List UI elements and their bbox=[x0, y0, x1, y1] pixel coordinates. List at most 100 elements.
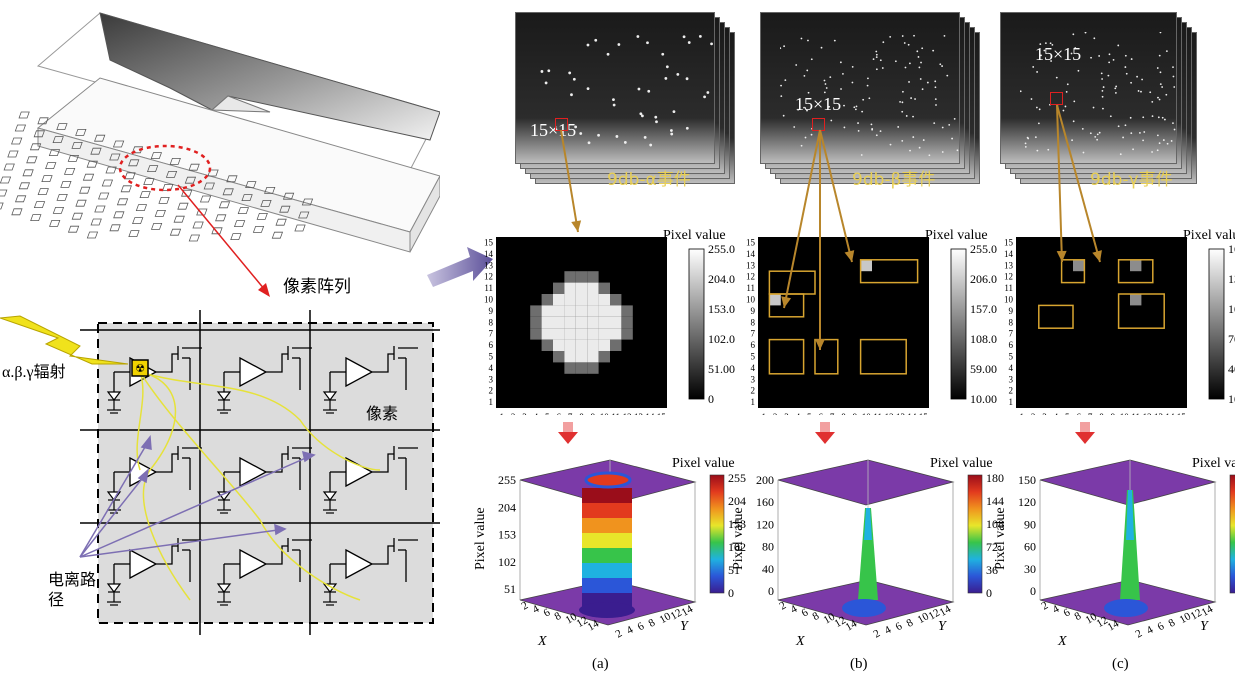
heatmap-y-tick: 5 bbox=[1009, 352, 1014, 362]
heatmap-x-tick: 3 bbox=[522, 412, 527, 415]
y-tick: 6 bbox=[894, 620, 905, 633]
y-tick: 6 bbox=[1156, 620, 1167, 633]
colorbar-tick: 255.0 bbox=[708, 242, 735, 256]
colorbar-tick: 10.00 bbox=[1228, 392, 1235, 406]
frame-stack: 15×15 9db-γ事件 bbox=[1000, 12, 1225, 192]
frame-dots bbox=[780, 34, 959, 157]
colorbar-tick: 108.0 bbox=[970, 332, 997, 346]
heatmap-x-tick: 6 bbox=[556, 412, 561, 415]
x-tick: 2 bbox=[1040, 599, 1051, 612]
pixel-cell bbox=[216, 346, 312, 414]
colorbar-tick: 59.00 bbox=[970, 362, 997, 376]
z-tick: 160 bbox=[756, 495, 774, 509]
heatmap-x-tick: 5 bbox=[807, 412, 812, 415]
heatmap-y-tick: 13 bbox=[1004, 260, 1014, 270]
heatmap-y-tick: 11 bbox=[1004, 283, 1013, 293]
heatmap-x-tick: 4 bbox=[1054, 412, 1059, 415]
colorbar-tick: 157.0 bbox=[970, 302, 997, 316]
heatmap-y-tick: 6 bbox=[1009, 340, 1014, 350]
colorbar-tick: 130.0 bbox=[1228, 272, 1235, 286]
event-highlight-box bbox=[1117, 293, 1165, 329]
heatmap-y-tick: 3 bbox=[489, 374, 494, 384]
colorbar-tick: 102.0 bbox=[708, 332, 735, 346]
x-tick: 2 bbox=[520, 599, 531, 612]
colorbar-tick: 153.0 bbox=[708, 302, 735, 316]
heatmap-x-tick: 7 bbox=[830, 412, 835, 415]
z-axis-label: Pixel value bbox=[473, 507, 488, 570]
pixel-cell bbox=[322, 446, 418, 514]
heatmap-x-tick: 8 bbox=[1099, 412, 1104, 415]
colorbar-title: Pixel value bbox=[925, 228, 988, 243]
sensor-diagram: ☢ bbox=[0, 12, 440, 635]
y-axis-label: Y bbox=[938, 619, 948, 634]
y-tick: 8 bbox=[1167, 616, 1178, 629]
y-tick: 8 bbox=[905, 616, 916, 629]
radiation-label: α.β.γ辐射 bbox=[2, 364, 66, 381]
heatmap-y-tick: 1 bbox=[489, 397, 494, 407]
heatmap-y-tick: 2 bbox=[1009, 386, 1014, 396]
heatmap-x-tick: 11 bbox=[1131, 412, 1140, 415]
event-highlight-box bbox=[859, 338, 907, 375]
heatmap-x-tick: 3 bbox=[1042, 412, 1047, 415]
ionization-path-label: 电离路径 bbox=[48, 570, 97, 609]
z-tick: 150 bbox=[1018, 473, 1036, 487]
event-highlight-box bbox=[768, 338, 805, 375]
pixel-array-label: 像素阵列 bbox=[283, 277, 351, 297]
pixel-label: 像素 bbox=[366, 404, 399, 423]
heatmap-x-tick: 4 bbox=[796, 412, 801, 415]
heatmap-x-tick: 15 bbox=[919, 412, 929, 415]
heatmap-y-tick: 10 bbox=[1004, 295, 1014, 305]
pixel-heatmap: 1122334455667788991010111112121313141415… bbox=[1004, 228, 1235, 415]
colorbar-title: Pixel value bbox=[1183, 228, 1235, 243]
svg-text:☢: ☢ bbox=[135, 362, 145, 375]
heatmap-x-tick: 5 bbox=[545, 412, 550, 415]
heatmap-y-tick: 3 bbox=[1009, 374, 1014, 384]
colorbar-tick: 204.0 bbox=[708, 272, 735, 286]
selection-box bbox=[555, 118, 568, 131]
panel-label: (c) bbox=[1112, 656, 1129, 672]
frame-size-label: 15×15 bbox=[795, 94, 842, 114]
heatmap-y-tick: 5 bbox=[489, 352, 494, 362]
colorbar-tick: 100.0 bbox=[1228, 302, 1235, 316]
heatmap-y-tick: 9 bbox=[751, 306, 756, 316]
heatmap-x-tick: 7 bbox=[1088, 412, 1093, 415]
frame-size-label: 15×15 bbox=[1035, 44, 1082, 64]
x-axis-label: X bbox=[1057, 634, 1067, 649]
heatmap-x-tick: 7 bbox=[568, 412, 573, 415]
y-tick: 2 bbox=[1134, 627, 1145, 640]
z-tick: 120 bbox=[1018, 495, 1036, 509]
heatmap-x-tick: 2 bbox=[773, 412, 778, 415]
selection-box bbox=[1050, 92, 1063, 105]
y-tick: 2 bbox=[872, 627, 883, 640]
heatmap-x-tick: 1 bbox=[761, 412, 766, 415]
heatmap-x-tick: 13 bbox=[1154, 412, 1164, 415]
heatmap-x-tick: 15 bbox=[1177, 412, 1187, 415]
colorbar-title: Pixel value bbox=[930, 456, 993, 471]
z-tick: 204 bbox=[498, 500, 516, 514]
colorbar-tick: 51.00 bbox=[708, 362, 735, 376]
heatmap-x-tick: 14 bbox=[1165, 412, 1175, 415]
colorbar-tick: 153 bbox=[728, 517, 746, 531]
heatmap-y-tick: 11 bbox=[484, 283, 493, 293]
heatmap-y-tick: 8 bbox=[751, 317, 756, 327]
z-tick: 255 bbox=[498, 473, 516, 487]
frame-dots bbox=[540, 34, 713, 147]
pixel-cell bbox=[216, 538, 312, 606]
heatmap-x-tick: 6 bbox=[1076, 412, 1081, 415]
heatmap-x-tick: 9 bbox=[591, 412, 596, 415]
heatmap-x-tick: 11 bbox=[611, 412, 620, 415]
selection-box bbox=[812, 118, 825, 131]
heatmap-y-tick: 14 bbox=[1004, 249, 1014, 259]
heatmap-y-tick: 4 bbox=[751, 363, 756, 373]
heatmap-y-tick: 5 bbox=[751, 352, 756, 362]
colorbar-tick: 108 bbox=[986, 517, 1004, 531]
colorbar-tick: 0 bbox=[708, 392, 714, 406]
heatmap-x-tick: 1 bbox=[1019, 412, 1024, 415]
colorbar-tick: 0 bbox=[728, 586, 734, 600]
frame-plate bbox=[515, 12, 715, 164]
z-tick: 120 bbox=[756, 517, 774, 531]
pixel-heatmap: 1122334455667788991010111112121313141415… bbox=[746, 228, 997, 415]
heatmap-x-tick: 10 bbox=[862, 412, 872, 415]
pixel-heatmap: 1122334455667788991010111112121313141415… bbox=[484, 228, 735, 415]
